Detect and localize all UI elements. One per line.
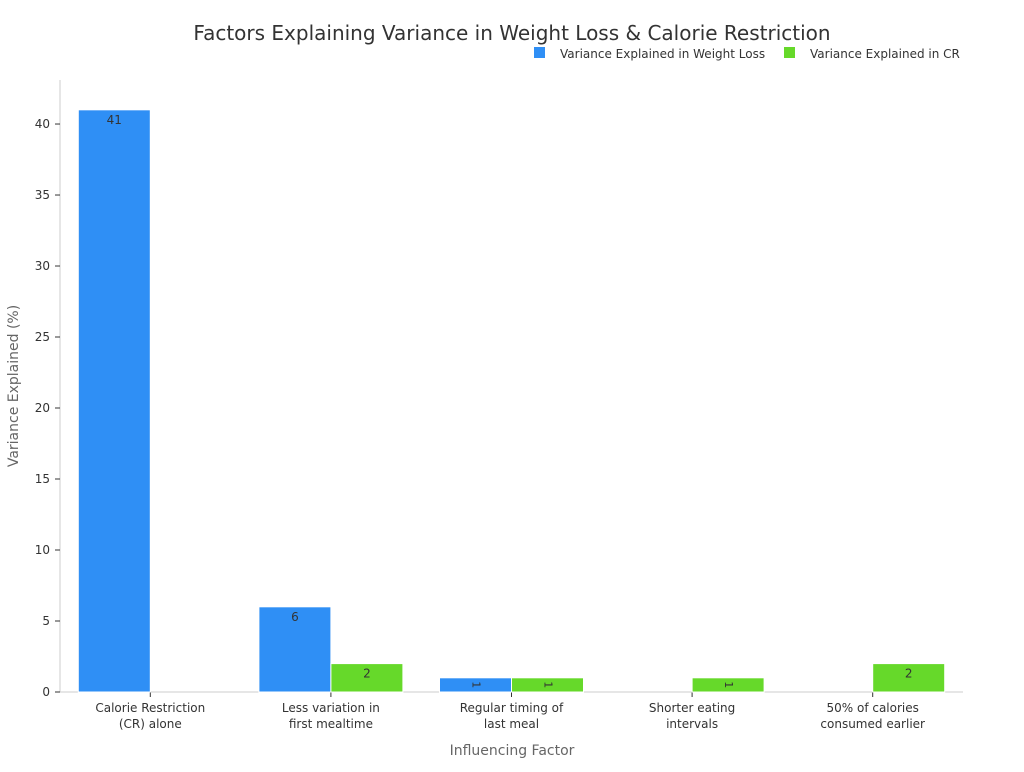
data-label: 2	[905, 667, 913, 681]
legend-label[interactable]: Variance Explained in CR	[810, 47, 960, 61]
y-tick-label: 20	[35, 401, 50, 415]
legend-swatch	[534, 47, 545, 58]
data-label: 41	[107, 113, 122, 127]
data-label: 6	[291, 610, 299, 624]
y-tick-label: 35	[35, 188, 50, 202]
data-label: 1	[470, 681, 483, 688]
legend-swatch	[784, 47, 795, 58]
x-tick-label: intervals	[666, 717, 718, 731]
y-axis-label: Variance Explained (%)	[6, 305, 22, 467]
bar[interactable]	[258, 606, 332, 693]
y-tick-label: 15	[35, 472, 50, 486]
data-label: 2	[363, 667, 371, 681]
bar[interactable]	[872, 663, 946, 693]
x-tick-label: Shorter eating	[649, 701, 735, 715]
y-tick-label: 5	[42, 614, 50, 628]
x-tick-label: (CR) alone	[119, 717, 182, 731]
x-tick-label: consumed earlier	[820, 717, 925, 731]
legend-label[interactable]: Variance Explained in Weight Loss	[560, 47, 765, 61]
y-tick-label: 25	[35, 330, 50, 344]
x-axis-label: Influencing Factor	[450, 743, 575, 759]
bar[interactable]	[511, 677, 584, 693]
y-tick-label: 30	[35, 259, 50, 273]
x-tick-label: last meal	[484, 717, 539, 731]
x-tick-label: 50% of calories	[826, 701, 918, 715]
y-tick-label: 10	[35, 543, 50, 557]
chart-title: Factors Explaining Variance in Weight Lo…	[193, 21, 830, 45]
y-tick-label: 40	[35, 117, 50, 131]
x-tick-label: Less variation in	[282, 701, 380, 715]
bar[interactable]	[691, 677, 765, 693]
bar[interactable]	[330, 663, 404, 693]
x-tick-label: Regular timing of	[460, 701, 564, 715]
y-tick-label: 0	[42, 685, 50, 699]
x-tick-label: first mealtime	[289, 717, 373, 731]
data-label: 1	[542, 681, 555, 688]
x-tick-label: Calorie Restriction	[95, 701, 205, 715]
data-label: 1	[722, 681, 735, 688]
bar[interactable]	[77, 109, 151, 693]
